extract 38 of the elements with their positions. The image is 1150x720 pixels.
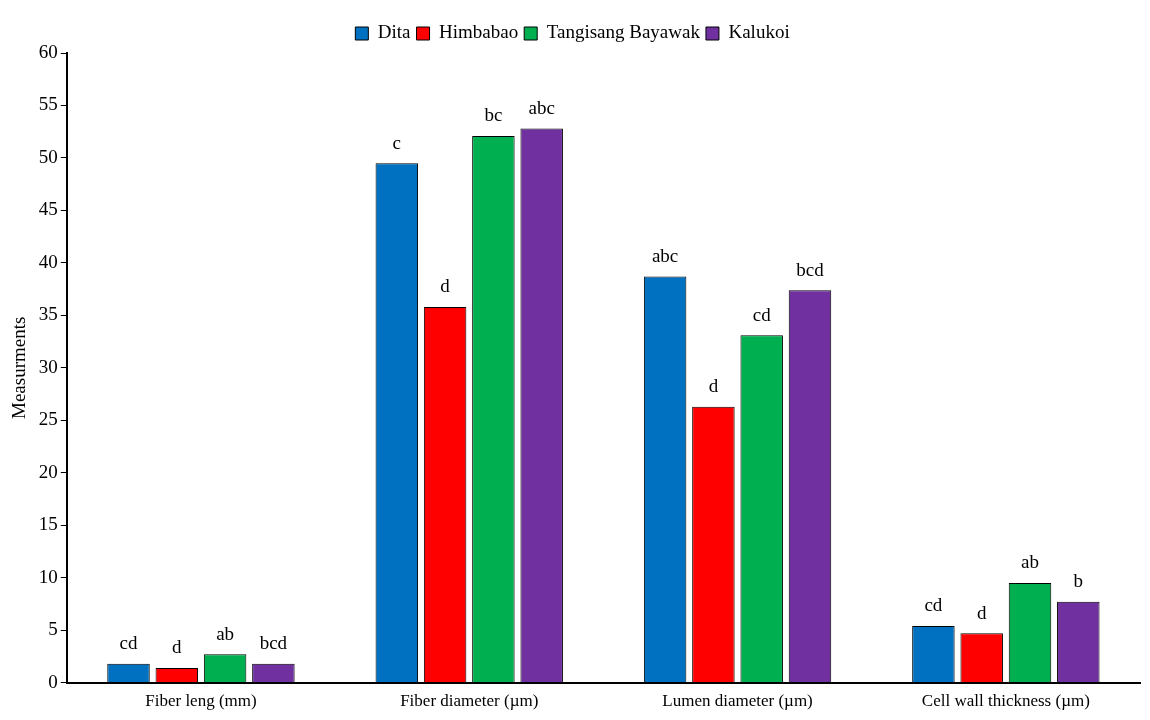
x-tick-label: Fiber diameter (µm) xyxy=(400,691,539,711)
y-tick-label: 60 xyxy=(38,40,58,62)
y-tick-label: 50 xyxy=(38,145,58,167)
y-tick-label: 35 xyxy=(38,303,58,325)
legend-label: Himbabao xyxy=(439,21,519,43)
x-tick-label: Lumen diameter (µm) xyxy=(662,691,813,711)
y-tick-label: 0 xyxy=(48,670,58,692)
y-tick-label: 20 xyxy=(38,460,58,482)
y-tick-label: 55 xyxy=(38,93,58,115)
data-label: ab xyxy=(216,622,235,644)
data-label: bc xyxy=(484,104,503,126)
data-label: d xyxy=(708,375,719,397)
y-tick-label: 30 xyxy=(38,355,58,377)
data-label: cd xyxy=(924,594,943,616)
data-label: abc xyxy=(651,244,679,266)
data-label: d xyxy=(976,601,987,623)
legend-label: Tangisang Bayawak xyxy=(546,21,701,43)
data-label: d xyxy=(440,275,451,297)
legend-label: Kalukoi xyxy=(728,21,790,43)
data-label: c xyxy=(392,131,402,153)
y-tick-label: 25 xyxy=(38,408,58,430)
x-tick-label: Fiber leng (mm) xyxy=(145,691,257,711)
legend-label: Dita xyxy=(377,21,412,43)
data-label: cd xyxy=(752,303,772,325)
data-label: abc xyxy=(528,97,555,119)
y-axis-title: Measurments xyxy=(8,316,30,419)
data-label: d xyxy=(172,636,183,658)
y-tick-label: 15 xyxy=(38,513,58,535)
y-tick-label: 40 xyxy=(38,250,58,272)
data-label: bcd xyxy=(259,632,288,654)
data-label: b xyxy=(1073,570,1084,592)
y-tick-label: 5 xyxy=(48,618,58,640)
data-label: bcd xyxy=(796,258,825,280)
y-tick-label: 10 xyxy=(38,565,58,587)
data-label: cd xyxy=(119,632,138,654)
y-tick-label: 45 xyxy=(38,198,58,220)
data-label: ab xyxy=(1021,551,1039,573)
x-tick-label: Cell wall thickness (µm) xyxy=(921,691,1090,711)
